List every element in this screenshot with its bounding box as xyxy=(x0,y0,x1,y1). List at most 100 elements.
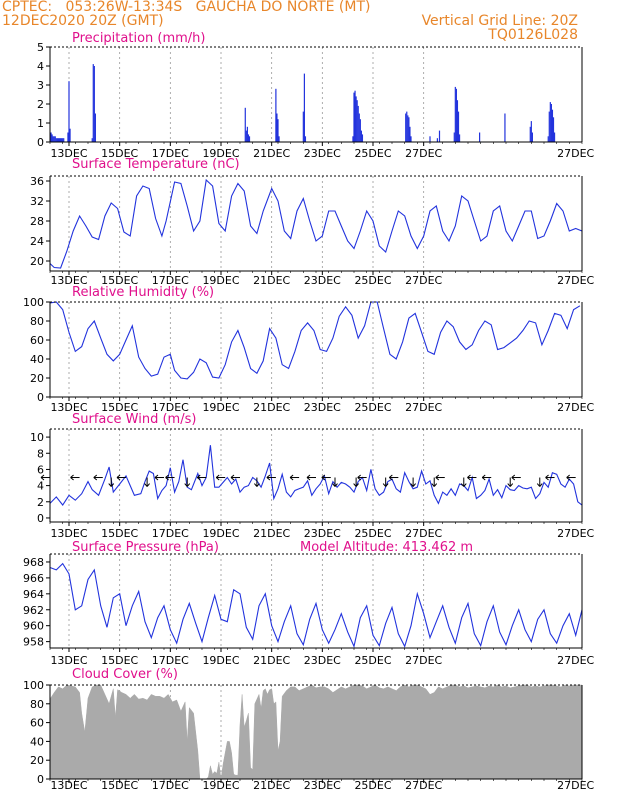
precip-bar xyxy=(551,109,554,142)
precip-bar xyxy=(410,136,412,142)
precip-bar xyxy=(553,132,556,142)
wind-arrow xyxy=(481,474,492,481)
precip-bar xyxy=(457,111,460,142)
wind-arrow xyxy=(165,474,175,481)
x-tick-label: 19DEC xyxy=(202,401,239,414)
x-tick-label: 17DEC xyxy=(152,654,189,667)
precip-bar xyxy=(303,73,305,142)
x-tick-label: 23DEC xyxy=(304,779,341,792)
y-tick-label: 40 xyxy=(30,735,44,748)
precip-bar xyxy=(93,66,95,142)
x-tick-label: 25DEC xyxy=(354,779,391,792)
y-tick-label: 964 xyxy=(23,588,44,601)
precip-bar xyxy=(61,138,63,142)
panel-title-precip: Precipitation (mm/h) xyxy=(72,31,205,46)
x-tick-label: 25DEC xyxy=(354,654,391,667)
precip-bar xyxy=(456,100,459,142)
wind-arrow xyxy=(306,474,316,481)
x-tick-label: 27DEC xyxy=(405,401,442,414)
y-tick-label: 4 xyxy=(37,480,44,493)
precip-bar xyxy=(247,134,250,142)
precip-bar xyxy=(69,128,71,142)
x-tick-label: 27DEC xyxy=(405,654,442,667)
precip-bar xyxy=(67,132,69,142)
wind-arrow xyxy=(266,474,276,481)
y-tick-label: 2 xyxy=(37,496,44,509)
wind-arrow xyxy=(108,477,115,487)
y-tick-label: 20 xyxy=(30,754,44,767)
x-tick-label: 25DEC xyxy=(354,147,391,160)
x-tick-label: 13DEC xyxy=(50,147,87,160)
precip-bar xyxy=(245,130,247,142)
y-tick-label: 1 xyxy=(37,117,44,130)
wind-arrow xyxy=(467,474,477,481)
wind-arrow xyxy=(289,474,300,481)
y-tick-label: 20 xyxy=(30,255,44,268)
precip-bar xyxy=(504,113,506,142)
y-tick-label: 100 xyxy=(23,679,44,692)
wind-arrow xyxy=(116,474,126,481)
x-tick-label: 27DEC xyxy=(557,147,594,160)
y-tick-label: 6 xyxy=(37,463,44,476)
x-tick-label: 21DEC xyxy=(253,147,290,160)
x-tick-label: 19DEC xyxy=(202,527,239,540)
precip-bar xyxy=(275,88,277,142)
precip-bar xyxy=(62,138,64,142)
x-tick-label: 21DEC xyxy=(253,401,290,414)
precip-bar xyxy=(438,130,441,142)
x-tick-label: 27DEC xyxy=(405,147,442,160)
wind-arrow xyxy=(389,474,399,481)
y-tick-label: 36 xyxy=(30,175,44,188)
x-tick-label: 23DEC xyxy=(304,527,341,540)
y-tick-label: 80 xyxy=(30,315,44,328)
precip-bar xyxy=(552,117,555,142)
x-tick-label: 15DEC xyxy=(101,274,138,287)
y-tick-label: 32 xyxy=(30,195,44,208)
precip-bar xyxy=(454,86,456,142)
panel-title-cloud: Cloud Cover (%) xyxy=(72,667,178,682)
y-tick-label: 8 xyxy=(37,447,44,460)
y-tick-label: 60 xyxy=(30,717,44,730)
wind-arrow xyxy=(93,474,103,481)
wind-arrow xyxy=(215,474,226,481)
wind-arrow xyxy=(70,474,80,481)
precip-bar xyxy=(304,136,307,142)
precip-bar xyxy=(68,81,70,142)
panel-rh: Relative Humidity (%) 13DEC 15DEC 17DEC 19DE… xyxy=(23,285,595,414)
precip-bar xyxy=(548,111,550,142)
precip-bar xyxy=(276,113,278,142)
x-tick-label: 21DEC xyxy=(253,779,290,792)
x-tick-label: 17DEC xyxy=(152,779,189,792)
y-tick-label: 0 xyxy=(37,512,44,525)
precip-bar xyxy=(59,138,62,142)
y-tick-label: 24 xyxy=(30,235,44,248)
wind-arrow xyxy=(254,477,260,487)
x-tick-label: 25DEC xyxy=(354,274,391,287)
x-tick-label: 17DEC xyxy=(152,274,189,287)
wind-arrow xyxy=(435,474,445,481)
precip-bar xyxy=(277,119,279,142)
precip-bar xyxy=(436,138,438,142)
x-tick-label: 23DEC xyxy=(304,401,341,414)
precip-bar xyxy=(406,111,408,142)
wind-arrow xyxy=(144,477,150,487)
precip-bar xyxy=(356,100,358,142)
x-tick-label: 15DEC xyxy=(101,401,138,414)
y-tick-label: 60 xyxy=(30,334,44,347)
y-tick-label: 80 xyxy=(30,698,44,711)
precip-bar xyxy=(91,138,93,142)
precip-bar xyxy=(358,113,360,142)
precip-bar xyxy=(357,105,359,142)
x-tick-label: 21DEC xyxy=(253,274,290,287)
y-tick-label: 20 xyxy=(30,372,44,385)
x-tick-label: 13DEC xyxy=(50,779,87,792)
wind-arrow xyxy=(321,474,331,481)
x-tick-label: 15DEC xyxy=(101,147,138,160)
y-tick-label: 962 xyxy=(23,604,44,617)
precip-bar xyxy=(52,136,54,142)
header-model-id: TQ0126L028 xyxy=(488,27,578,43)
y-tick-label: 960 xyxy=(23,620,44,633)
precip-bar xyxy=(429,136,431,142)
header-location: CPTEC: 053:26W-13:34S GAUCHA DO NORTE (M… xyxy=(2,0,371,15)
panel-precip: Precipitation (mm/h) 13DEC 15DEC 17DEC 19DEC… xyxy=(37,31,595,160)
